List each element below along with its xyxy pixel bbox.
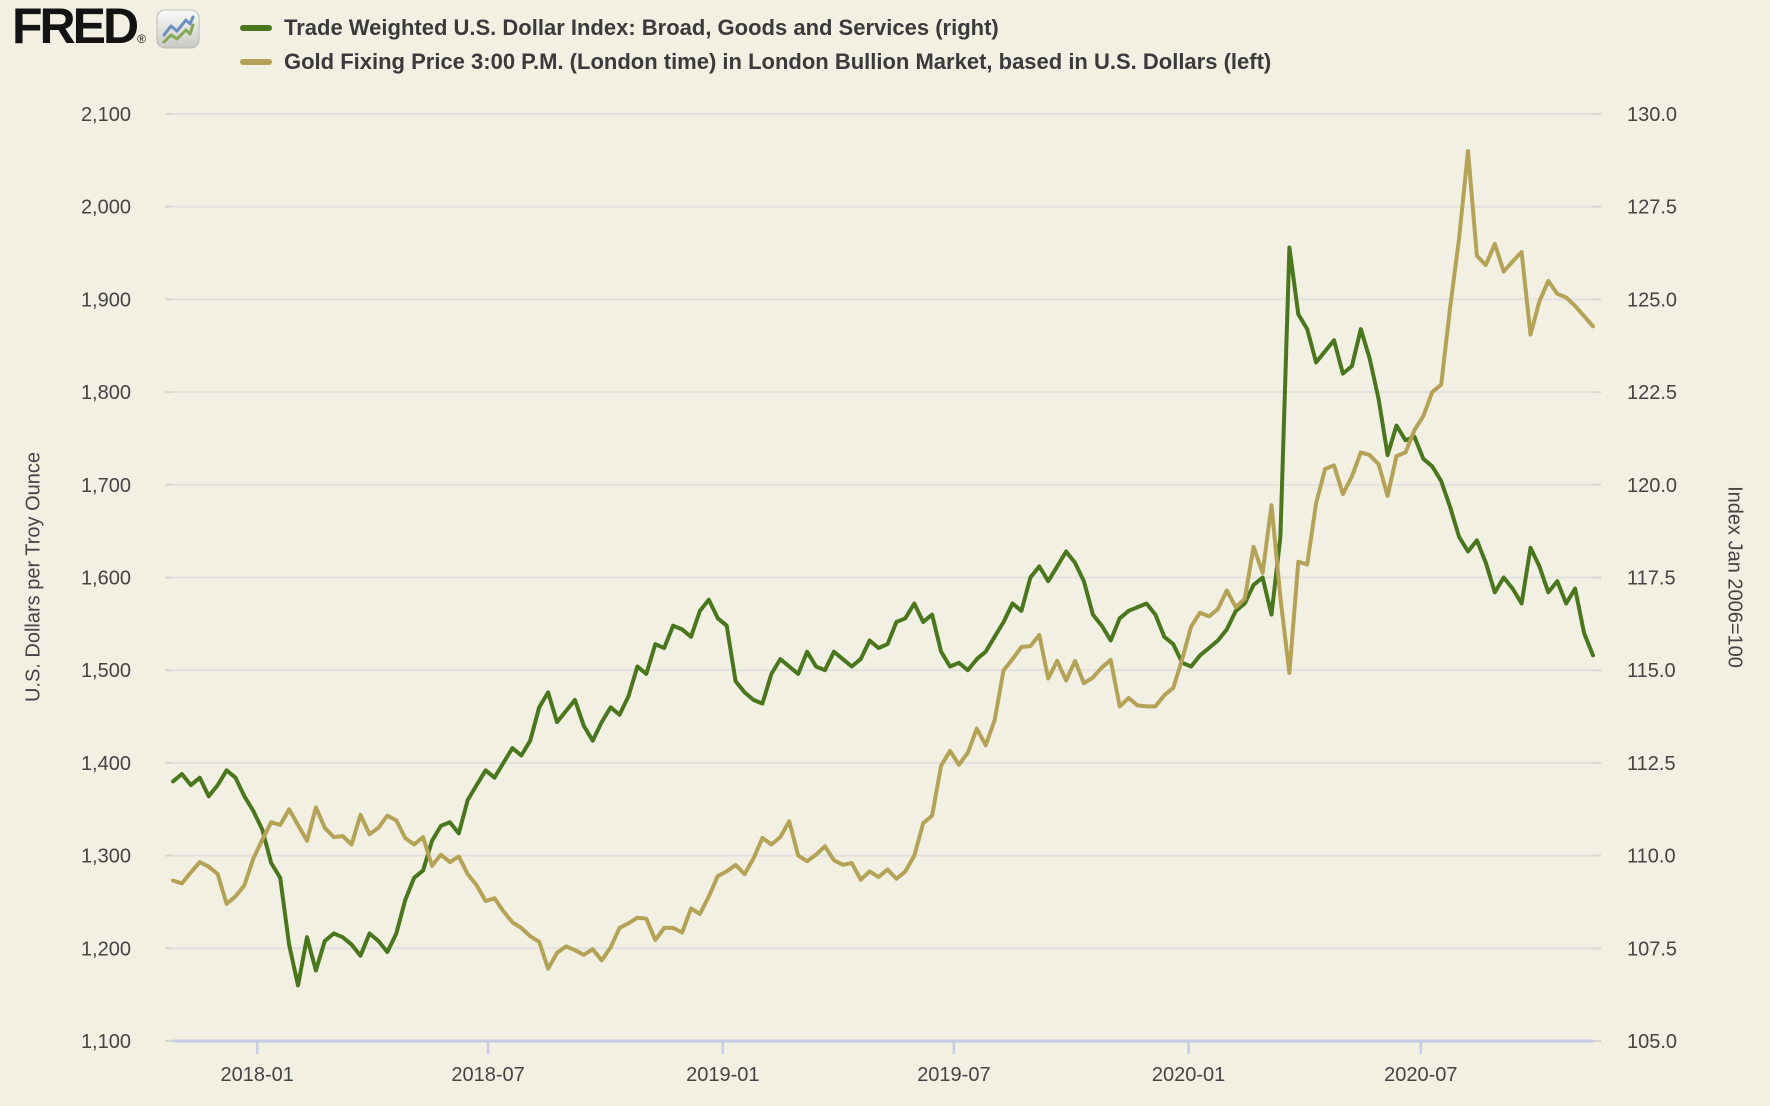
x-axis-tick-label: 2019-07: [917, 1064, 990, 1086]
right-y-axis-tick-label: 112.5: [1627, 753, 1676, 775]
x-axis-tick-label: 2018-07: [451, 1064, 524, 1086]
chart-header: FRED ® Trade Wei: [0, 0, 1770, 85]
right-y-axis-tick-label: 107.5: [1627, 938, 1677, 960]
right-y-axis-tick-label: 130.0: [1627, 104, 1677, 126]
fred-logo-text: FRED: [12, 0, 139, 54]
left-y-axis-tick-label: 1,300: [81, 846, 131, 868]
right-y-axis-tick-label: 115.0: [1627, 660, 1676, 682]
left-y-axis-tick-label: 1,700: [81, 475, 131, 497]
left-y-axis-tick-label: 1,400: [81, 753, 131, 775]
legend-item-dollar-index[interactable]: Trade Weighted U.S. Dollar Index: Broad,…: [240, 11, 1271, 45]
series-line-gold-price[interactable]: [171, 149, 1595, 971]
legend-swatch-gold-price: [240, 59, 272, 65]
right-y-axis-tick-label: 110.0: [1627, 846, 1676, 868]
left-y-axis-tick-label: 1,600: [81, 568, 131, 590]
left-y-axis-tick-label: 2,100: [81, 104, 131, 126]
left-y-axis-tick-label: 1,100: [81, 1031, 131, 1053]
x-axis-tick-label: 2020-01: [1152, 1064, 1225, 1086]
legend-item-gold-price[interactable]: Gold Fixing Price 3:00 P.M. (London time…: [240, 45, 1271, 79]
left-y-axis-tick-label: 1,200: [81, 938, 131, 960]
left-y-axis-tick-label: 1,900: [81, 289, 131, 311]
chart-legend: Trade Weighted U.S. Dollar Index: Broad,…: [240, 11, 1271, 79]
right-y-axis-tick-label: 125.0: [1627, 289, 1677, 311]
fred-logo[interactable]: FRED ®: [12, 0, 200, 54]
series-line-dollar-index[interactable]: [171, 245, 1595, 988]
x-axis-tick-label: 2018-01: [220, 1064, 293, 1086]
x-axis-tick-label: 2019-01: [686, 1064, 759, 1086]
right-y-axis-tick-label: 120.0: [1627, 475, 1677, 497]
registered-trademark-icon: ®: [137, 32, 146, 46]
left-y-axis-tick-label: 1,800: [81, 382, 131, 404]
fred-logo-chart-icon: [156, 9, 200, 54]
legend-label-dollar-index: Trade Weighted U.S. Dollar Index: Broad,…: [284, 15, 999, 40]
legend-label-gold-price: Gold Fixing Price 3:00 P.M. (London time…: [284, 49, 1272, 74]
right-y-axis-tick-label: 105.0: [1627, 1031, 1677, 1053]
legend-swatch-dollar-index: [240, 25, 272, 31]
left-y-axis-tick-label: 2,000: [81, 197, 131, 219]
right-y-axis-tick-label: 122.5: [1627, 382, 1677, 404]
x-axis-tick-label: 2020-07: [1384, 1064, 1457, 1086]
left-y-axis-tick-label: 1,500: [81, 660, 131, 682]
right-y-axis-tick-label: 117.5: [1627, 568, 1676, 590]
right-y-axis-tick-label: 127.5: [1627, 197, 1677, 219]
